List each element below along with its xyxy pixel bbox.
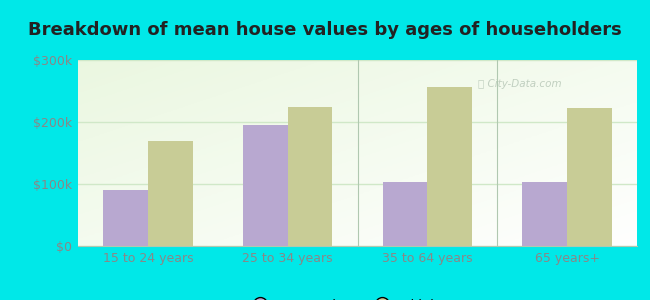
Bar	[243, 125, 287, 246]
Bar	[567, 108, 612, 246]
Bar	[103, 190, 148, 246]
Text: ⓘ City-Data.com: ⓘ City-Data.com	[478, 79, 562, 89]
Bar	[428, 87, 472, 246]
Legend: Comanche, Oklahoma: Comanche, Oklahoma	[241, 293, 474, 300]
Bar	[523, 182, 567, 246]
Bar	[148, 141, 192, 246]
Bar	[383, 182, 428, 246]
Bar	[287, 106, 332, 246]
Text: Breakdown of mean house values by ages of householders: Breakdown of mean house values by ages o…	[28, 21, 622, 39]
